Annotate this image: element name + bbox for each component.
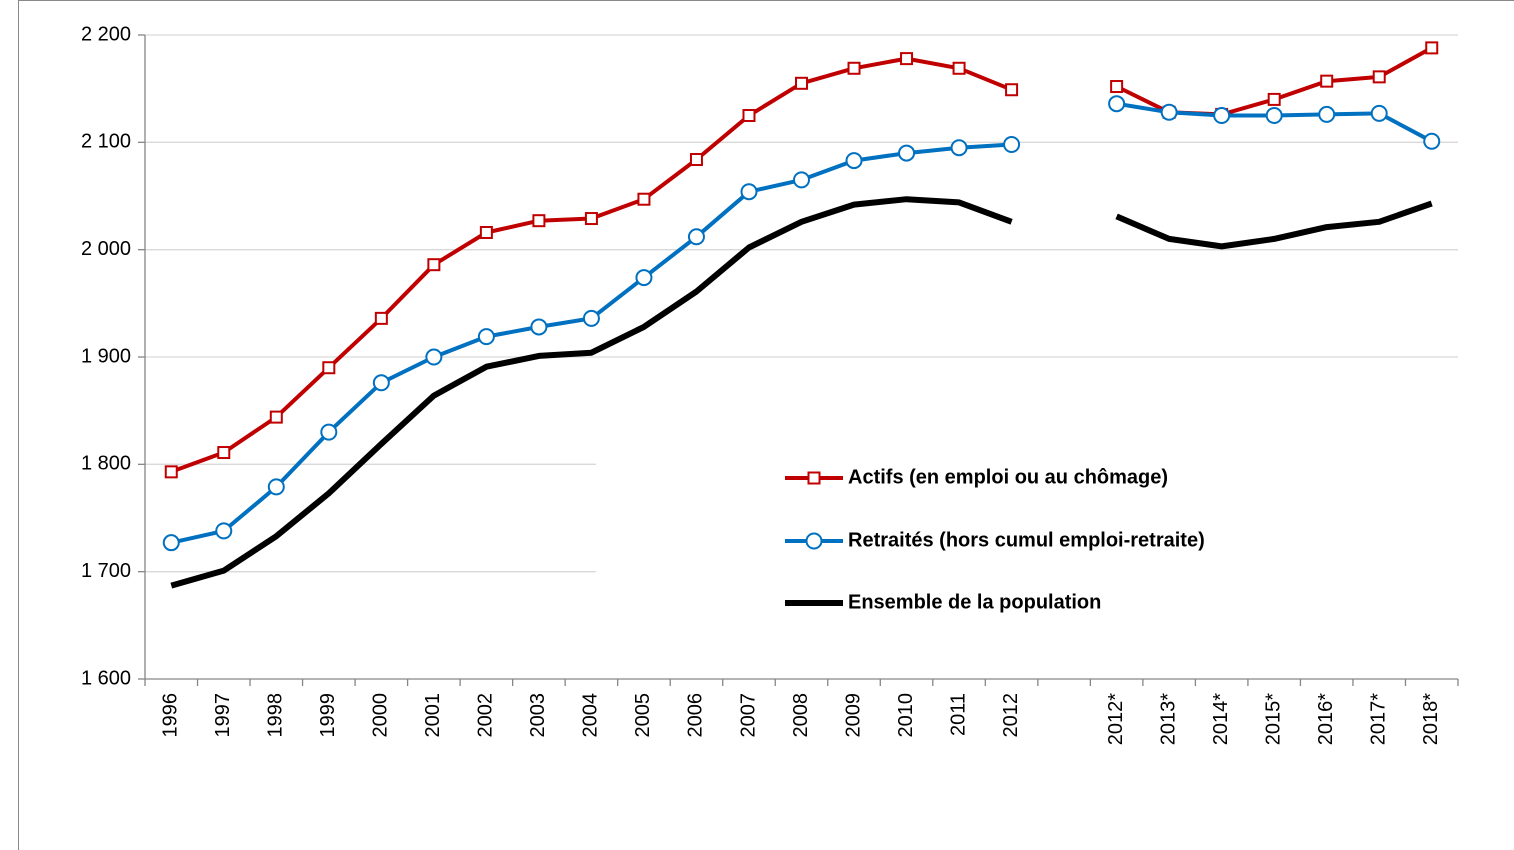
marker: [425, 348, 443, 366]
marker: [1213, 107, 1231, 124]
x-tick-label: 1998: [265, 693, 287, 738]
x-tick-label: 1996: [160, 693, 182, 738]
x-tick-label: 2012*: [1105, 693, 1127, 745]
x-tick-label: 2010: [895, 693, 917, 738]
marker: [1110, 80, 1124, 94]
marker: [1003, 135, 1021, 153]
legend-marker: [807, 471, 821, 485]
x-tick-label: 2003: [527, 693, 549, 738]
y-tick-label: 1 900: [81, 345, 131, 367]
marker: [687, 228, 705, 246]
x-tick-label: 1999: [317, 693, 339, 738]
marker: [637, 192, 651, 206]
legend-label: Retraités (hors cumul emploi-retraite): [848, 529, 1205, 551]
x-tick-label: 2005: [632, 693, 654, 738]
marker: [530, 318, 548, 336]
y-tick-label: 2 000: [81, 238, 131, 260]
x-tick-label: 2004: [580, 693, 602, 738]
x-tick-label: 2007: [737, 693, 759, 738]
x-tick-label: 2012: [1000, 693, 1022, 738]
x-tick-label: 2009: [842, 693, 864, 738]
marker: [847, 61, 861, 75]
legend-label: Ensemble de la population: [848, 591, 1101, 613]
marker: [584, 212, 598, 226]
x-tick-label: 2002: [475, 693, 497, 738]
marker: [742, 109, 756, 122]
x-tick-label: 2011: [947, 693, 969, 736]
y-tick-label: 1 600: [81, 667, 131, 689]
y-tick-label: 2 200: [81, 23, 131, 45]
marker: [689, 153, 703, 167]
marker: [795, 76, 808, 90]
marker: [952, 61, 966, 75]
x-tick-label: 2016*: [1315, 693, 1337, 745]
marker: [1425, 41, 1439, 55]
marker: [532, 214, 546, 228]
x-tick-label: 2008: [790, 693, 812, 738]
x-tick-label: 2001: [422, 693, 444, 738]
x-tick-label: 2018*: [1420, 693, 1442, 745]
marker: [164, 465, 178, 479]
marker: [1160, 103, 1178, 121]
legend-marker: [805, 532, 823, 550]
marker: [1370, 104, 1388, 122]
y-tick-label: 2 100: [81, 131, 131, 153]
marker: [215, 522, 233, 540]
marker: [898, 144, 916, 162]
x-tick-label: 2013*: [1157, 693, 1179, 745]
marker: [793, 171, 810, 189]
marker: [477, 328, 495, 346]
marker: [582, 309, 600, 327]
marker: [950, 139, 968, 157]
x-tick-label: 2017*: [1368, 693, 1390, 745]
series-line: [170, 46, 1433, 474]
x-tick-label: 2006: [685, 693, 707, 738]
marker: [374, 311, 388, 325]
marker: [267, 478, 285, 496]
marker: [372, 374, 390, 392]
marker: [900, 52, 914, 66]
marker: [322, 361, 336, 375]
x-tick-label: 2015*: [1262, 693, 1284, 745]
marker: [1005, 83, 1019, 97]
series-line: [170, 196, 1433, 589]
y-tick-label: 1 700: [81, 560, 131, 582]
x-tick-label: 2014*: [1210, 693, 1232, 745]
x-tick-label: 1997: [212, 693, 234, 738]
legend-label: Actifs (en emploi ou au chômage): [848, 466, 1168, 488]
marker: [479, 225, 493, 239]
marker: [1265, 107, 1283, 124]
marker: [740, 183, 758, 201]
legend-background: [596, 440, 1458, 625]
marker: [635, 269, 653, 287]
marker: [217, 446, 231, 460]
marker: [1423, 132, 1441, 150]
y-tick-label: 1 800: [81, 453, 131, 475]
chart-frame: [18, 0, 1514, 850]
marker: [427, 258, 441, 272]
marker: [269, 410, 283, 424]
x-tick-label: 2000: [370, 693, 392, 738]
marker: [320, 423, 338, 441]
marker: [1320, 74, 1334, 88]
marker: [845, 152, 863, 170]
marker: [1108, 95, 1126, 113]
marker: [1372, 70, 1386, 84]
marker: [1318, 105, 1336, 123]
marker: [162, 534, 180, 552]
marker: [1267, 92, 1281, 106]
